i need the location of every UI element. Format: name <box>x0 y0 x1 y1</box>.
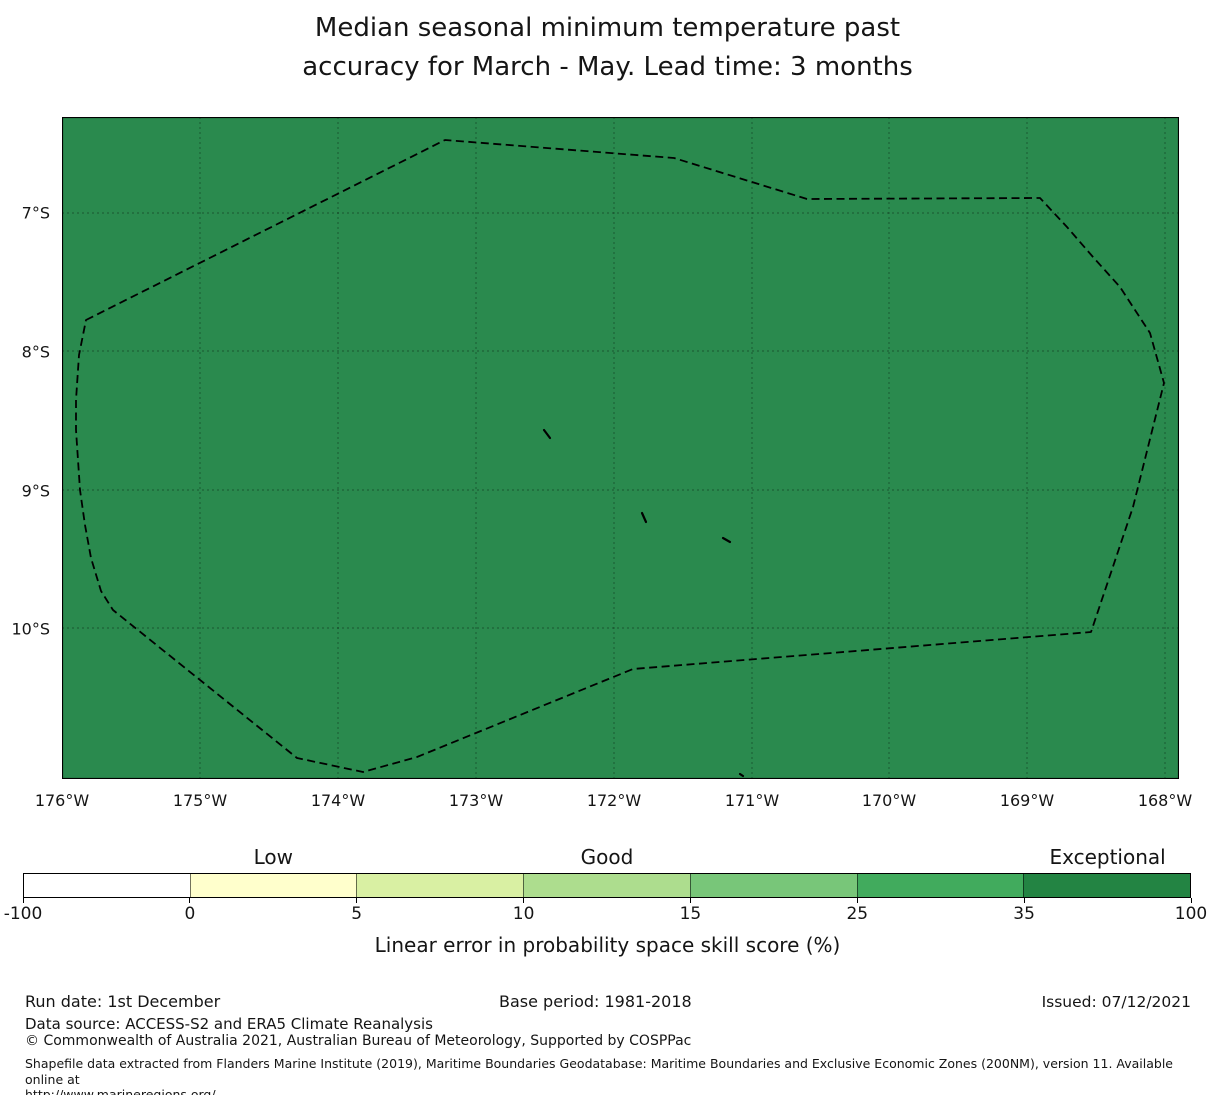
x-tick-label: 169°W <box>999 791 1055 810</box>
colorbar-segment <box>523 874 690 897</box>
ocean-fill <box>62 117 1179 779</box>
colorbar-tick-label: 0 <box>184 904 196 924</box>
colorbar-tick-label: -100 <box>3 904 43 924</box>
x-tick-label: 168°W <box>1137 791 1193 810</box>
colorbar-segment <box>856 874 1024 897</box>
data-source-text: Data source: ACCESS-S2 and ERA5 Climate … <box>25 1015 433 1033</box>
colorbar-segment <box>189 874 357 897</box>
colorbar-tick-labels: -100 0 5 10 15 25 35 100 <box>4 904 1208 924</box>
island-mark <box>738 772 745 778</box>
colorbar-tick-mark <box>189 898 191 903</box>
y-tick-label: 10°S <box>11 619 50 639</box>
map-svg <box>62 117 1179 779</box>
colorbar-tick-mark <box>22 898 24 903</box>
x-tick-label: 173°W <box>448 791 504 810</box>
island-mark <box>640 511 648 524</box>
x-tick-label: 171°W <box>724 791 780 810</box>
chart-title-line1: Median seasonal minimum temperature past <box>314 13 901 43</box>
colorbar-tick-mark <box>856 898 858 903</box>
colorbar-segment <box>24 874 190 897</box>
colorbar-tick-mark <box>523 898 525 903</box>
colorbar <box>23 873 1191 898</box>
chart-title: Median seasonal minimum temperature past… <box>0 9 1215 87</box>
colorbar-axis-label: Linear error in probability space skill … <box>374 933 841 957</box>
colorbar-category-labels: Low Good Exceptional <box>23 845 1191 869</box>
colorbar-segment <box>689 874 857 897</box>
copyright-text: © Commonwealth of Australia 2021, Austra… <box>25 1033 692 1049</box>
issued-date-text: Issued: 07/12/2021 <box>1041 993 1191 1011</box>
colorbar-tick-label: 100 <box>1174 904 1208 924</box>
colorbar-category-label: Exceptional <box>1049 845 1166 869</box>
y-tick-label: 8°S <box>21 342 50 362</box>
x-tick-label: 175°W <box>172 791 228 810</box>
map-plot-area <box>62 117 1179 779</box>
colorbar-tick-label: 5 <box>351 904 363 924</box>
colorbar-category-label: Good <box>580 845 634 869</box>
colorbar-tick-mark <box>1023 898 1025 903</box>
chart-title-line2: accuracy for March - May. Lead time: 3 m… <box>302 52 913 82</box>
y-tick-label: 9°S <box>21 481 50 501</box>
shapefile-attribution-line1: Shapefile data extracted from Flanders M… <box>25 1056 1173 1087</box>
x-tick-label: 172°W <box>586 791 642 810</box>
colorbar-segment <box>356 874 524 897</box>
shapefile-attribution-text: Shapefile data extracted from Flanders M… <box>25 1056 1200 1095</box>
eez-boundary <box>75 139 1165 773</box>
colorbar-tick-label: 35 <box>1013 904 1035 924</box>
x-tick-label: 176°W <box>34 791 90 810</box>
colorbar-tick-marks <box>22 898 1192 904</box>
island-mark <box>542 428 552 440</box>
colorbar-tick-label: 15 <box>679 904 702 924</box>
x-tick-label: 174°W <box>310 791 366 810</box>
shapefile-attribution-line2: http://www.marineregions.org/. <box>25 1087 220 1095</box>
base-period-text: Base period: 1981-2018 <box>499 992 692 1011</box>
colorbar-segment <box>1023 874 1191 897</box>
run-date-text: Run date: 1st December <box>25 992 221 1011</box>
x-tick-label: 170°W <box>861 791 917 810</box>
island-mark <box>721 536 732 544</box>
y-tick-label: 7°S <box>21 203 50 223</box>
colorbar-tick-mark <box>1190 898 1192 903</box>
map-border <box>62 117 1179 779</box>
colorbar-category-label: Low <box>253 845 293 869</box>
colorbar-tick-mark <box>356 898 358 903</box>
colorbar-tick-label: 25 <box>846 904 869 924</box>
colorbar-tick-label: 10 <box>512 904 535 924</box>
colorbar-tick-mark <box>689 898 691 903</box>
